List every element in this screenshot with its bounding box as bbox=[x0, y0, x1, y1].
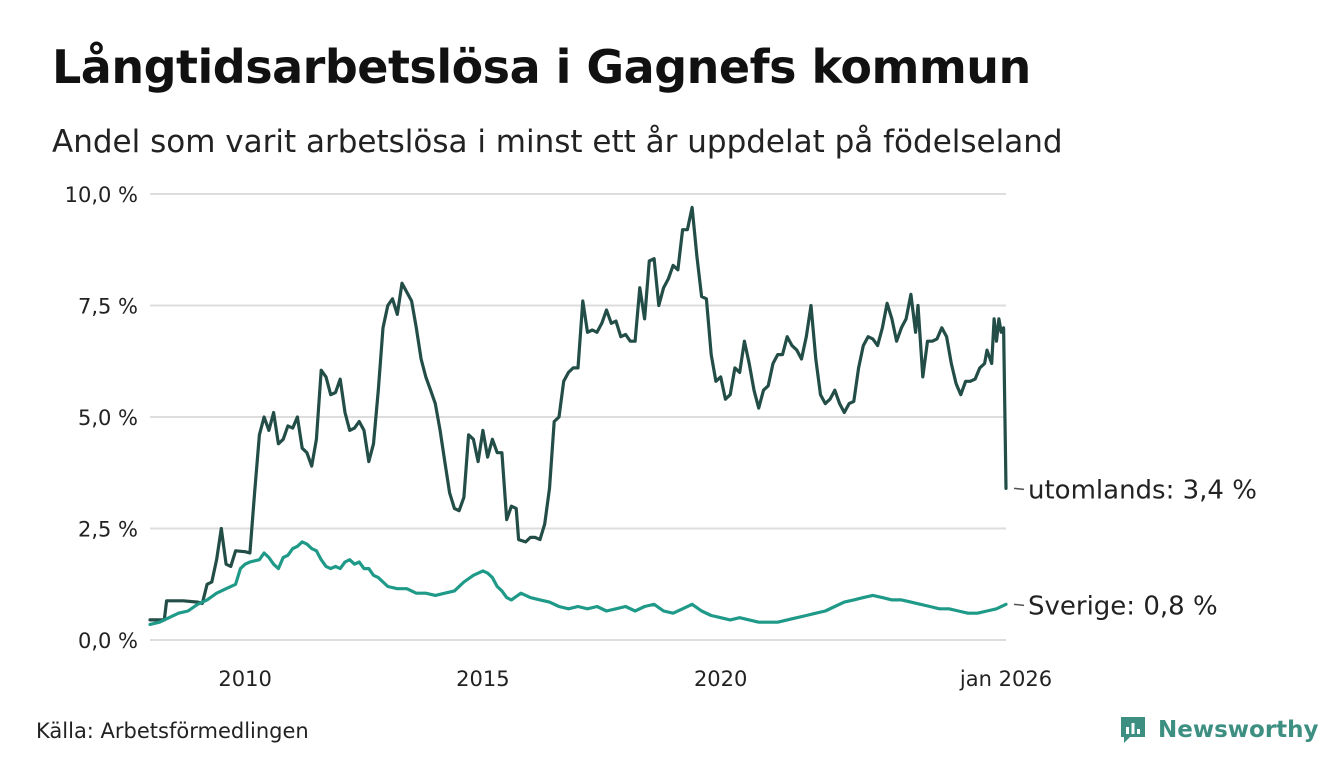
series-line-utomlands bbox=[148, 205, 1008, 622]
x-tick-label: 2015 bbox=[456, 667, 509, 691]
x-tick-label: 2010 bbox=[218, 667, 271, 691]
y-tick-label: 5,0 % bbox=[78, 406, 138, 430]
y-tick-label: 7,5 % bbox=[78, 295, 138, 319]
x-tick-label: 2020 bbox=[694, 667, 747, 691]
end-label-leader bbox=[1013, 487, 1025, 491]
series-line-sverige bbox=[148, 540, 1008, 626]
source-note: Källa: Arbetsförmedlingen bbox=[36, 719, 309, 743]
y-tick-label: 2,5 % bbox=[78, 518, 138, 542]
y-tick-label: 0,0 % bbox=[78, 629, 138, 653]
chart-subtitle: Andel som varit arbetslösa i minst ett å… bbox=[52, 124, 1063, 160]
end-label-leader bbox=[1013, 603, 1025, 607]
gridlines bbox=[150, 193, 1006, 641]
brand-logo[interactable]: Newsworthy bbox=[1118, 714, 1319, 746]
series-end-label-sverige: Sverige: 0,8 % bbox=[1028, 591, 1218, 621]
chart-title: Långtidsarbetslösa i Gagnefs kommun bbox=[52, 40, 1031, 94]
y-axis: 0,0 % 2,5 % 5,0 % 7,5 % 10,0 % bbox=[65, 183, 138, 653]
y-tick-label: 10,0 % bbox=[65, 183, 138, 207]
x-tick-label: jan 2026 bbox=[959, 667, 1052, 691]
newsworthy-logo-icon bbox=[1121, 717, 1145, 743]
series-lines bbox=[148, 205, 1008, 626]
series-end-label-utomlands: utomlands: 3,4 % bbox=[1028, 475, 1257, 505]
series-end-labels: utomlands: 3,4 % Sverige: 0,8 % bbox=[1013, 475, 1257, 621]
brand-name: Newsworthy bbox=[1158, 717, 1319, 743]
x-axis: 2010 2015 2020 jan 2026 bbox=[218, 667, 1052, 691]
